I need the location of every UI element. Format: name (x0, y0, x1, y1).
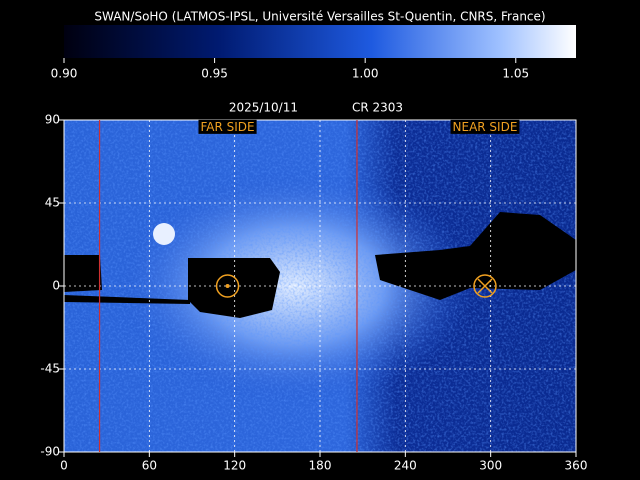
annotation-bg (450, 119, 520, 134)
colorbar-tick-label: 1.05 (502, 67, 529, 81)
y-tick-label: -45 (40, 362, 60, 376)
marker-cross (477, 278, 493, 294)
y-tick-label: 45 (45, 196, 60, 210)
annotation: NEAR SIDE (453, 120, 518, 134)
x-tick-label: 60 (142, 459, 157, 473)
colorbar-tick-label: 0.90 (51, 67, 78, 81)
annotation-bg (198, 119, 257, 134)
x-tick-label: 240 (394, 459, 417, 473)
marker-dot (225, 284, 230, 288)
x-tick-label: 0 (60, 459, 68, 473)
x-tick-label: 300 (479, 459, 502, 473)
title: SWAN/SoHO (LATMOS-IPSL, Université Versa… (94, 10, 545, 24)
marker (473, 274, 497, 298)
rotation: CR 2303 (352, 101, 403, 115)
date: 2025/10/11 (229, 101, 298, 115)
y-tick-label: 0 (52, 279, 60, 293)
x-tick-label: 180 (309, 459, 332, 473)
y-tick-label: 90 (45, 113, 60, 127)
marker (215, 274, 240, 298)
colorbar-tick-label: 1.00 (352, 67, 379, 81)
annotation: FAR SIDE (200, 120, 254, 134)
colorbar-tick-label: 0.95 (201, 67, 228, 81)
x-tick-label: 360 (565, 459, 588, 473)
x-tick-label: 120 (223, 459, 246, 473)
colorbar (64, 25, 576, 58)
y-tick-label: -90 (40, 445, 60, 459)
